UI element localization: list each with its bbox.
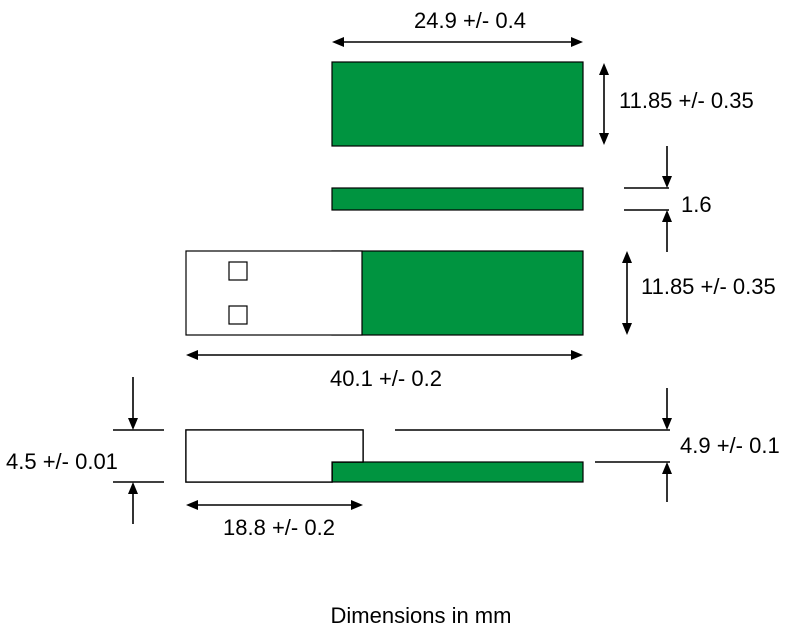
thickness-label: 1.6 [681,192,712,217]
assembly-length-label: 40.1 +/- 0.2 [330,366,442,391]
assembly-height-label: 11.85 +/- 0.35 [641,274,776,299]
plug-height-label: 4.5 +/- 0.01 [6,449,118,474]
pcb-assembly-view [331,250,584,336]
usb-plug-window-upper [228,261,248,281]
usb-plug-top-view [185,250,363,336]
usb-plug-window-lower [228,305,248,325]
assembly-length-dimension [186,350,583,360]
pcb-side-assembly [331,461,584,483]
pcb-top-view [331,61,584,147]
pcb-side-view [331,187,584,211]
units-caption: Dimensions in mm [331,603,512,628]
plug-height-dimension [113,377,164,524]
top-height-label: 11.85 +/- 0.35 [619,88,754,113]
side-height-dimension [395,388,672,502]
top-width-dimension [332,37,583,47]
side-height-label: 4.9 +/- 0.1 [680,433,780,458]
plug-length-label: 18.8 +/- 0.2 [223,515,335,540]
top-width-label: 24.9 +/- 0.4 [414,8,526,33]
assembly-height-dimension [622,251,632,335]
plug-length-dimension [186,500,363,510]
thickness-dimension [624,146,672,252]
top-height-dimension [599,63,609,145]
